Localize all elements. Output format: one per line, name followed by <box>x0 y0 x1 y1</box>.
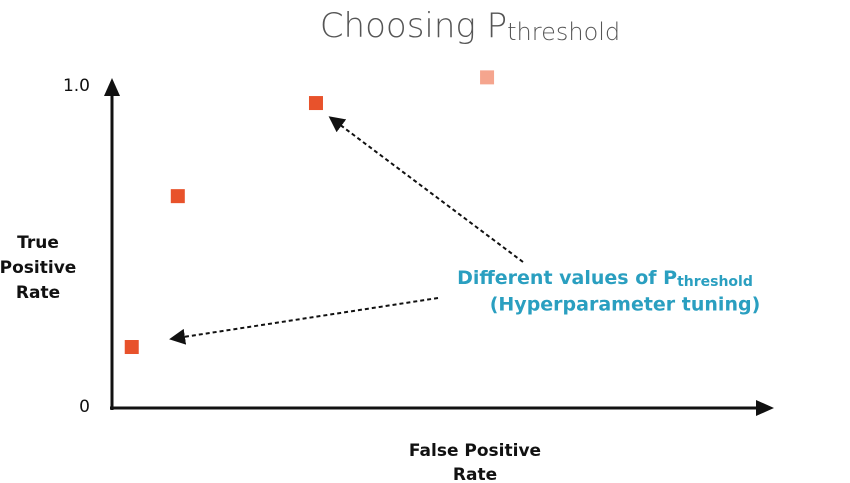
point <box>308 96 323 111</box>
annotation: Different values of Pthreshold <box>457 267 753 291</box>
annotation-arrow <box>169 297 439 345</box>
annotation-text: Different values of P <box>457 267 677 289</box>
annotation-arrow <box>328 116 524 263</box>
title-subscript: threshold <box>507 18 620 46</box>
title-text: Choosing P <box>320 6 507 46</box>
y-axis-label: Rate <box>16 283 60 303</box>
y-axis-label: Positive <box>0 258 76 278</box>
x-axis-arrow <box>756 400 774 416</box>
point <box>124 340 139 355</box>
y-axis-label: True <box>17 233 59 253</box>
annotation-subscript: threshold <box>677 274 753 290</box>
chart-title: Choosing Pthreshold <box>320 6 620 47</box>
x-axis-label: Rate <box>453 465 497 483</box>
point <box>170 189 185 204</box>
y-tick-label: 0 <box>79 397 90 417</box>
x-axis-label: False Positive <box>409 441 541 461</box>
annotation: (Hyperparameter tuning) <box>490 294 761 316</box>
point <box>480 70 495 85</box>
y-tick-label: 1.0 <box>63 76 90 96</box>
y-axis-arrow <box>104 78 120 96</box>
